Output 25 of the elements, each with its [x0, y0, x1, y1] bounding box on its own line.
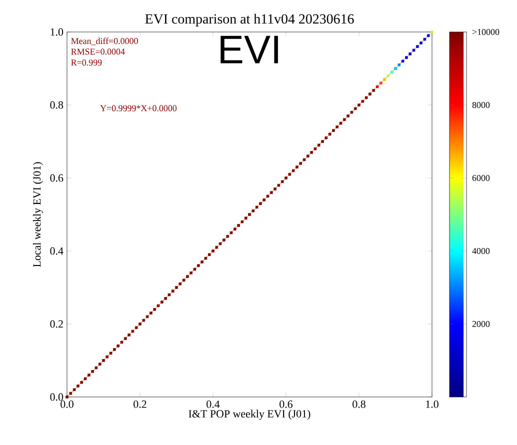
- color-bar-label: >10000: [472, 28, 500, 36]
- x-tick-label: 0.4: [206, 400, 220, 408]
- x-axis-title: I&T POP weekly EVI (J01): [188, 410, 310, 420]
- x-tick-label: 0.6: [280, 400, 293, 408]
- y-axis-title: Local weekly EVI (J01): [32, 162, 43, 267]
- x-tick-label: 0.8: [352, 400, 366, 408]
- y-tick-label: 1.0: [50, 28, 64, 36]
- annotation: R=0.999: [71, 60, 102, 66]
- annotation: RMSE=0.0004: [71, 48, 125, 55]
- color-bar-label: 2000: [472, 320, 490, 328]
- annotation: Y=0.9999*X+0.0000: [100, 105, 177, 112]
- y-tick-label: 0.4: [50, 247, 64, 255]
- x-tick-label: 0.2: [134, 400, 146, 408]
- y-tick-label: 0.2: [50, 320, 63, 328]
- color-bar-label: 4000: [472, 248, 490, 254]
- annotation: Mean_diff=0.0000: [71, 38, 138, 46]
- y-tick-label: 0.6: [50, 174, 64, 182]
- y-tick-label: 0.8: [50, 101, 64, 109]
- color-bar-label: 8000: [472, 102, 490, 108]
- chart-title: EVI comparison at h11v04 20230616: [145, 14, 354, 26]
- x-tick-label: 0.0: [60, 400, 74, 408]
- x-tick-label: 1.0: [426, 400, 438, 408]
- annotation: EVI: [220, 36, 278, 64]
- y-tick-label: 0.0: [50, 393, 64, 401]
- color-bar-label: 6000: [472, 174, 490, 182]
